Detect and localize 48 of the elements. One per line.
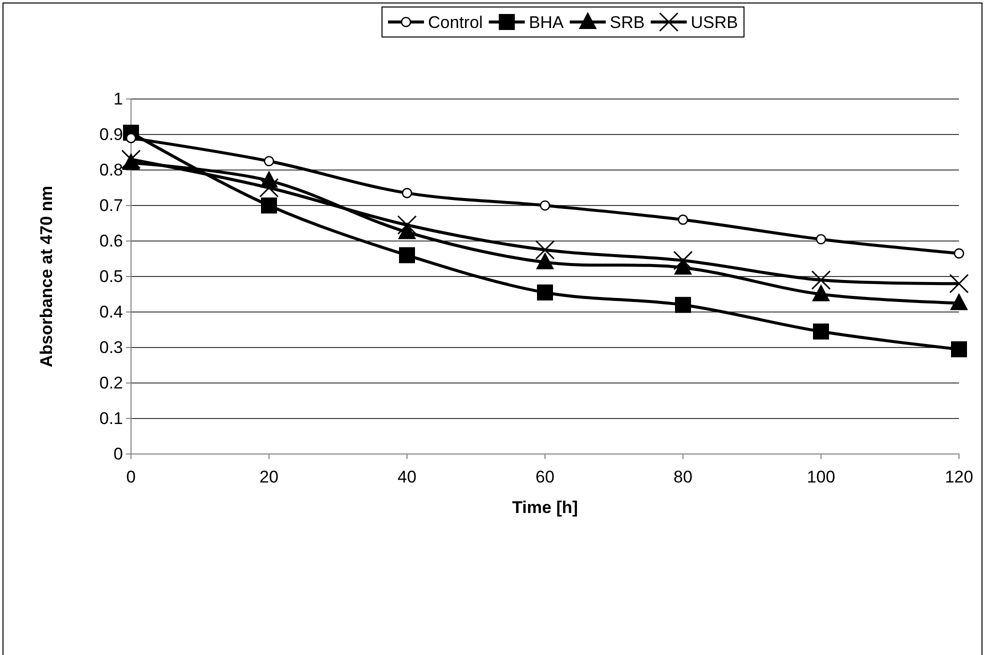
point bbox=[536, 252, 554, 270]
point bbox=[678, 214, 688, 225]
x-tick-label: 60 bbox=[536, 467, 554, 486]
point bbox=[537, 284, 553, 300]
point bbox=[402, 188, 412, 198]
legend-label: BHA bbox=[528, 12, 564, 32]
point bbox=[951, 341, 967, 358]
point bbox=[540, 200, 550, 211]
point bbox=[949, 274, 969, 294]
point bbox=[675, 296, 691, 313]
y-tick-label: 0.8 bbox=[99, 160, 123, 180]
point bbox=[812, 284, 830, 302]
y-tick-label: 0 bbox=[114, 444, 123, 464]
point bbox=[264, 156, 274, 166]
x-tick-label: 40 bbox=[398, 467, 416, 486]
point bbox=[950, 293, 968, 310]
point bbox=[535, 240, 555, 260]
y-tick-label: 1 bbox=[114, 89, 123, 108]
point bbox=[674, 258, 692, 275]
x-tick-label: 20 bbox=[260, 467, 278, 486]
point bbox=[816, 234, 826, 244]
point bbox=[260, 170, 278, 188]
point bbox=[673, 250, 693, 270]
y-tick-label: 0.6 bbox=[99, 231, 123, 250]
y-tick-label: 0.5 bbox=[99, 266, 123, 286]
x-tick-label: 120 bbox=[944, 467, 974, 486]
x-tick-label: 80 bbox=[674, 467, 692, 486]
point bbox=[811, 270, 831, 290]
y-tick-label: 0.1 bbox=[99, 408, 123, 428]
x-tick-label: 0 bbox=[126, 467, 136, 486]
legend-label: USRB bbox=[690, 12, 738, 32]
point bbox=[259, 178, 279, 198]
x-tick-label: 100 bbox=[806, 467, 836, 486]
y-axis-title: Absorbance at 470 nm bbox=[37, 186, 56, 368]
point bbox=[261, 198, 277, 214]
legend-label: Control bbox=[428, 12, 483, 32]
point bbox=[813, 324, 829, 340]
y-tick-label: 0.9 bbox=[99, 124, 123, 144]
y-tick-label: 0.4 bbox=[99, 302, 123, 322]
legend-label: SRB bbox=[610, 12, 645, 32]
point bbox=[954, 248, 964, 259]
point bbox=[398, 222, 416, 240]
y-tick-label: 0.7 bbox=[99, 196, 123, 215]
point bbox=[397, 215, 417, 235]
point bbox=[399, 247, 415, 264]
x-axis-title: Time [h] bbox=[512, 498, 578, 517]
y-tick-label: 0.3 bbox=[99, 338, 123, 357]
y-tick-label: 0.2 bbox=[99, 373, 123, 392]
